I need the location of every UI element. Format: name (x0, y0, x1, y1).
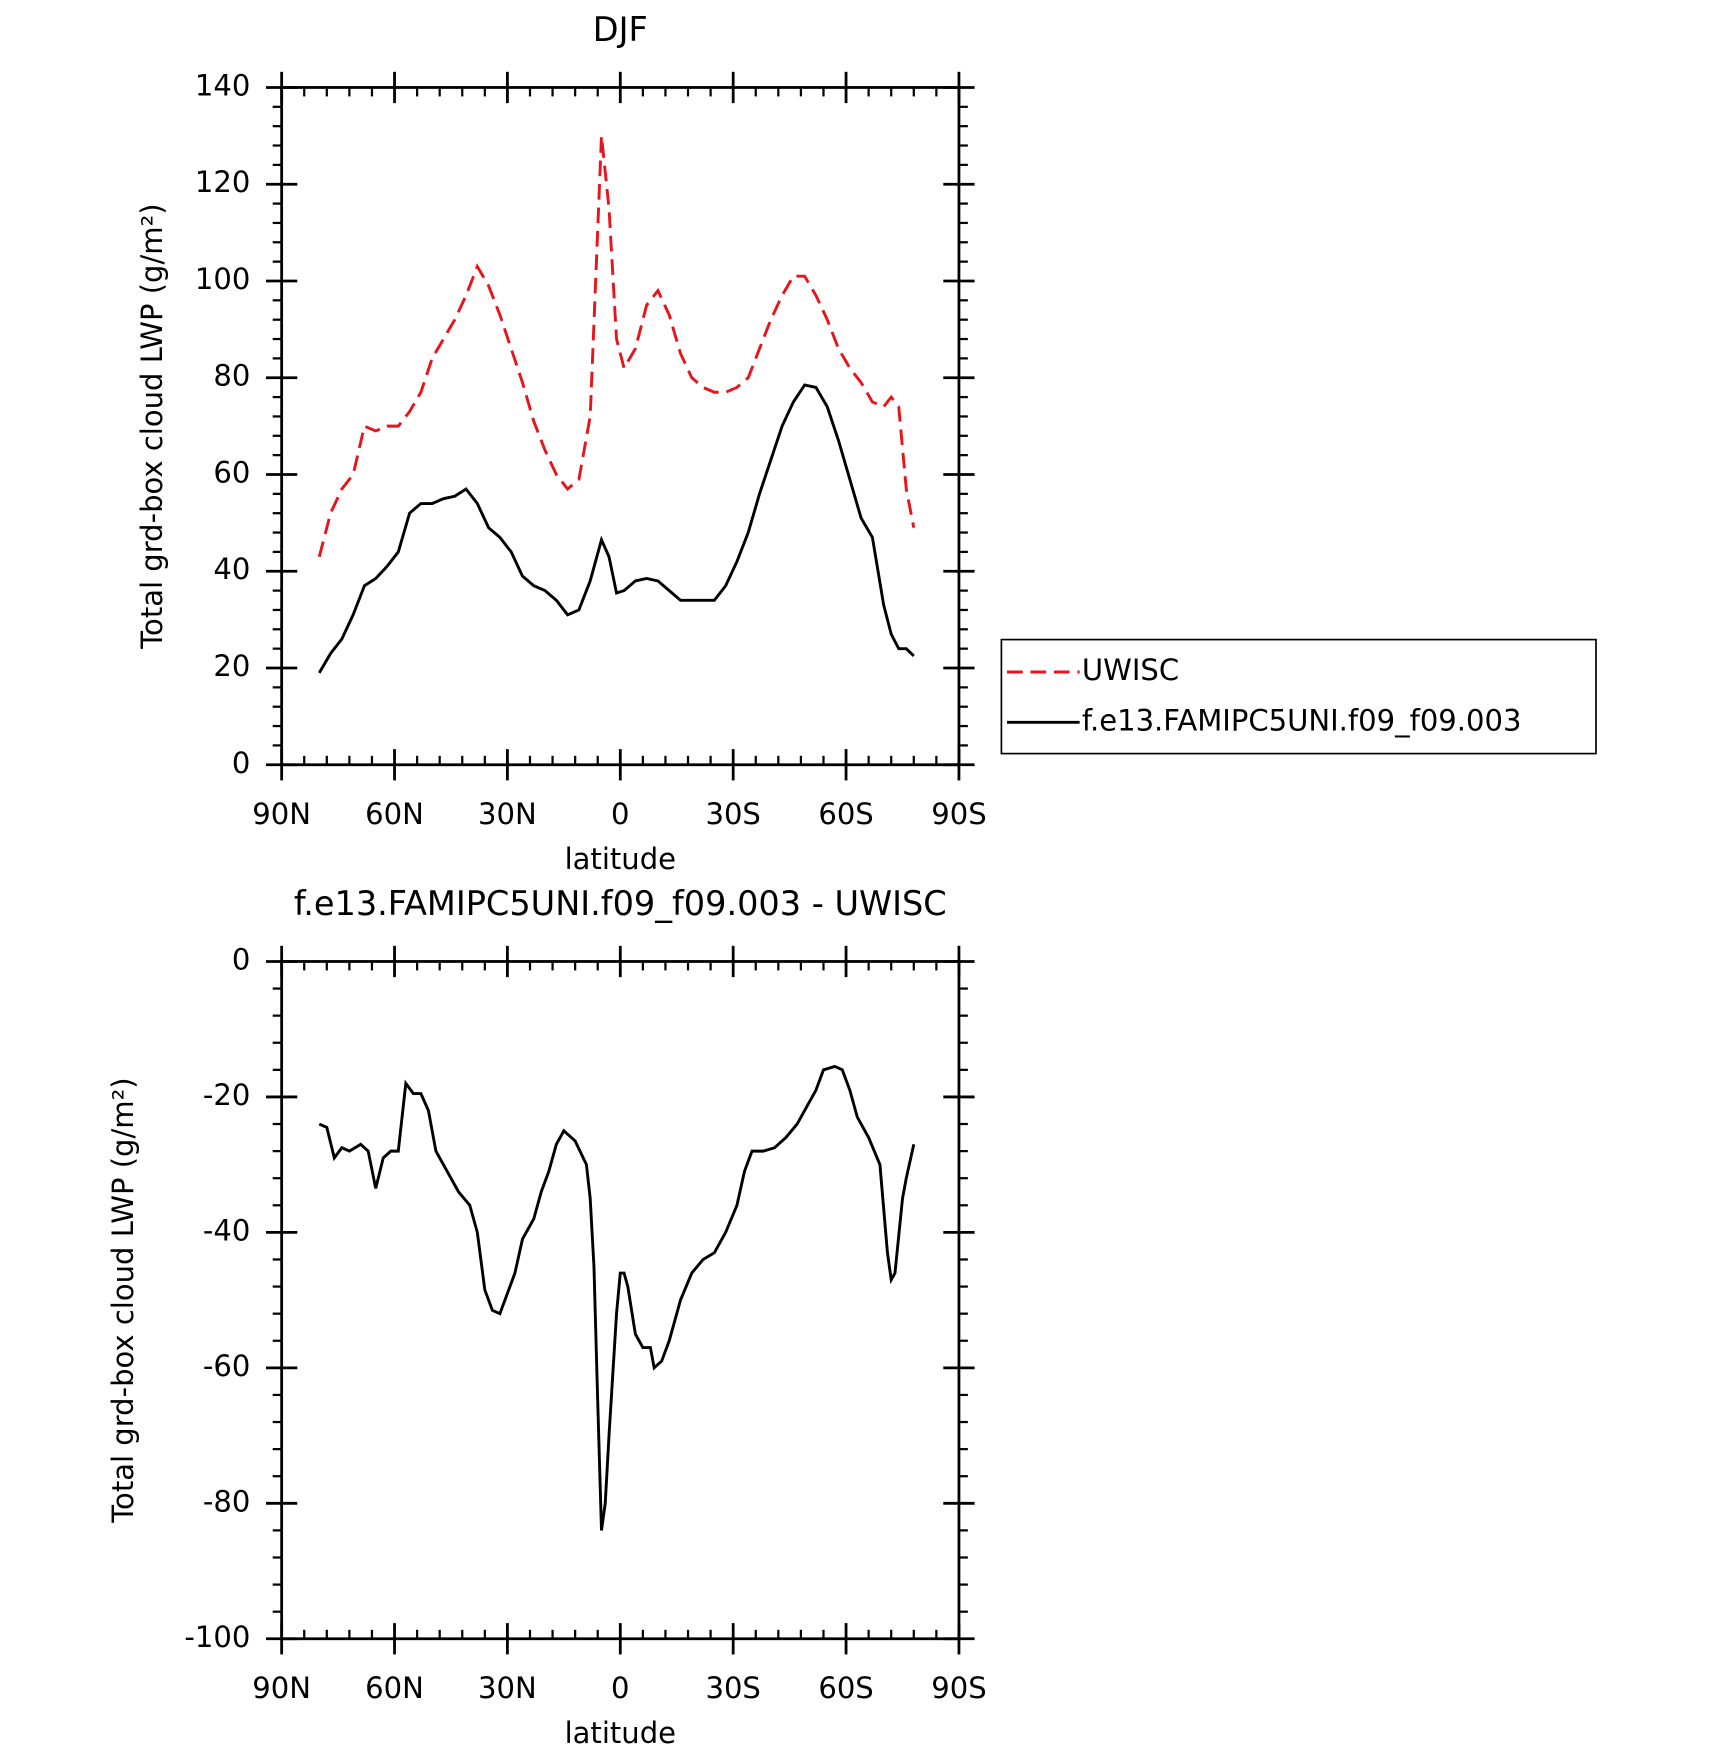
x-tick-label: 30N (478, 1671, 537, 1705)
x-tick-label: 90S (931, 797, 986, 831)
legend-box (1000, 638, 1597, 755)
plot-frame (280, 86, 961, 767)
x-axis-label: latitude (565, 1716, 676, 1750)
y-tick-label: -80 (203, 1484, 250, 1518)
data-line (318, 383, 915, 674)
x-tick-label: 60N (365, 797, 424, 831)
x-tick-label: 90S (931, 1671, 986, 1705)
y-tick-label: 100 (195, 262, 250, 296)
x-tick-label: 90N (252, 1671, 311, 1705)
legend-label: f.e13.FAMIPC5UNI.f09_f09.003 (1082, 703, 1522, 737)
y-tick-label: -40 (203, 1213, 250, 1247)
x-tick-label: 60S (818, 797, 873, 831)
y-axis-label: Total grd-box cloud LWP (g/m²) (106, 1077, 140, 1523)
data-line (318, 1064, 916, 1531)
x-axis-label: latitude (565, 842, 676, 876)
y-tick-label: 80 (213, 359, 250, 393)
x-tick-label: 30S (705, 797, 760, 831)
y-tick-label: 20 (213, 649, 250, 683)
chart-title: f.e13.FAMIPC5UNI.f09_f09.003 - UWISC (294, 884, 947, 923)
y-axis-label: Total grd-box cloud LWP (g/m²) (135, 203, 169, 649)
y-tick-label: 0 (232, 746, 250, 780)
y-tick-label: 140 (195, 68, 250, 102)
x-tick-label: 30S (705, 1671, 760, 1705)
x-tick-label: 30N (478, 797, 537, 831)
y-tick-label: -20 (203, 1078, 250, 1112)
y-tick-label: -100 (184, 1620, 250, 1654)
y-tick-label: 40 (213, 552, 250, 586)
x-tick-label: 60N (365, 1671, 424, 1705)
x-tick-label: 0 (611, 1671, 629, 1705)
y-tick-label: 120 (195, 165, 250, 199)
x-tick-label: 60S (818, 1671, 873, 1705)
plot-frame (280, 960, 961, 1641)
y-tick-label: -60 (203, 1349, 250, 1383)
x-tick-label: 0 (611, 797, 629, 831)
x-tick-label: 90N (252, 797, 311, 831)
y-tick-label: 0 (232, 942, 250, 976)
chart-title: DJF (593, 10, 648, 49)
y-tick-label: 60 (213, 455, 250, 489)
legend: UWISC f.e13.FAMIPC5UNI.f09_f09.003 (1000, 638, 1597, 755)
legend-label: UWISC (1082, 653, 1179, 687)
data-line (317, 135, 916, 558)
